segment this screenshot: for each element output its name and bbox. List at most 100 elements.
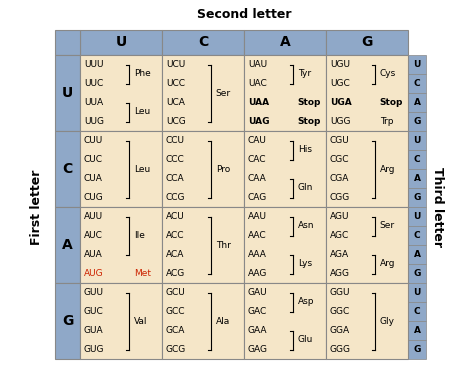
Bar	[408, 302, 426, 321]
Text: GUA: GUA	[84, 326, 104, 335]
Bar	[408, 55, 426, 74]
Text: CCC: CCC	[166, 155, 185, 164]
Text: G: G	[62, 314, 73, 328]
Text: UUA: UUA	[84, 98, 103, 107]
Bar	[408, 150, 426, 169]
Bar	[408, 74, 426, 93]
Text: Val: Val	[134, 316, 147, 325]
Text: CCG: CCG	[166, 193, 185, 202]
Bar	[408, 207, 426, 226]
Text: A: A	[414, 98, 420, 107]
Text: UAU: UAU	[248, 60, 267, 69]
Text: AAA: AAA	[248, 250, 267, 259]
Text: AAC: AAC	[248, 231, 266, 240]
Text: Leu: Leu	[134, 107, 150, 117]
Text: GCU: GCU	[166, 288, 186, 297]
Text: GGU: GGU	[330, 288, 351, 297]
Bar	[55, 30, 80, 55]
Text: CGU: CGU	[330, 136, 350, 145]
Text: UCU: UCU	[166, 60, 185, 69]
Text: UUG: UUG	[84, 117, 104, 126]
Text: GCA: GCA	[166, 326, 185, 335]
Text: His: His	[297, 146, 312, 154]
Text: UGU: UGU	[330, 60, 350, 69]
Text: AUC: AUC	[84, 231, 103, 240]
Text: A: A	[414, 326, 420, 335]
Text: C: C	[414, 79, 420, 88]
Text: AGC: AGC	[330, 231, 349, 240]
Bar	[408, 226, 426, 245]
Text: G: G	[413, 193, 421, 202]
Text: CGA: CGA	[330, 174, 349, 183]
Bar	[408, 245, 426, 264]
Text: CAC: CAC	[248, 155, 266, 164]
Bar	[80, 131, 162, 207]
Text: GCG: GCG	[166, 345, 186, 354]
Text: CUG: CUG	[84, 193, 104, 202]
Bar	[55, 131, 80, 207]
Text: A: A	[414, 250, 420, 259]
Text: GUG: GUG	[84, 345, 104, 354]
Text: Gln: Gln	[297, 184, 313, 192]
Text: Asp: Asp	[297, 298, 314, 306]
Text: G: G	[413, 345, 421, 354]
Text: Gly: Gly	[380, 316, 395, 325]
Text: UGC: UGC	[330, 79, 350, 88]
Text: UUU: UUU	[84, 60, 104, 69]
Text: AAU: AAU	[248, 212, 267, 221]
Text: Thr: Thr	[216, 241, 230, 249]
Text: ACG: ACG	[166, 269, 185, 278]
Text: GGA: GGA	[330, 326, 350, 335]
Text: Third letter: Third letter	[432, 167, 445, 247]
Text: Asn: Asn	[297, 221, 314, 231]
Text: GAC: GAC	[248, 307, 267, 316]
Bar	[326, 207, 408, 283]
Text: A: A	[279, 35, 290, 50]
Text: GAA: GAA	[248, 326, 267, 335]
Text: GGC: GGC	[330, 307, 350, 316]
Bar	[408, 340, 426, 359]
Bar	[408, 264, 426, 283]
Text: Phe: Phe	[134, 70, 150, 79]
Bar	[162, 283, 244, 359]
Bar	[408, 283, 426, 302]
Bar	[244, 283, 326, 359]
Bar	[326, 55, 408, 131]
Text: A: A	[414, 174, 420, 183]
Text: CUU: CUU	[84, 136, 103, 145]
Text: G: G	[413, 269, 421, 278]
Text: GAU: GAU	[248, 288, 268, 297]
Text: CUA: CUA	[84, 174, 103, 183]
Text: Met: Met	[134, 269, 151, 278]
Text: AUU: AUU	[84, 212, 103, 221]
Text: G: G	[361, 35, 373, 50]
Text: AGG: AGG	[330, 269, 350, 278]
Bar	[55, 283, 80, 359]
Bar	[244, 30, 326, 55]
Bar	[80, 283, 162, 359]
Text: U: U	[413, 288, 421, 297]
Text: AAG: AAG	[248, 269, 267, 278]
Text: First letter: First letter	[31, 169, 44, 245]
Text: Lys: Lys	[297, 259, 312, 268]
Text: AUA: AUA	[84, 250, 103, 259]
Text: GAG: GAG	[248, 345, 268, 354]
Text: Stop: Stop	[297, 117, 321, 126]
Text: Ala: Ala	[216, 316, 230, 325]
Text: G: G	[413, 117, 421, 126]
Text: U: U	[115, 35, 126, 50]
Text: ACC: ACC	[166, 231, 184, 240]
Bar	[408, 131, 426, 150]
Bar	[326, 30, 408, 55]
Bar	[408, 93, 426, 112]
Text: UCA: UCA	[166, 98, 185, 107]
Text: CAU: CAU	[248, 136, 267, 145]
Text: Tyr: Tyr	[297, 70, 311, 79]
Text: Second letter: Second letter	[197, 8, 291, 22]
Bar	[408, 112, 426, 131]
Text: UCG: UCG	[166, 117, 186, 126]
Text: Pro: Pro	[216, 164, 230, 174]
Text: C: C	[414, 155, 420, 164]
Text: Ser: Ser	[216, 89, 231, 97]
Text: CCU: CCU	[166, 136, 185, 145]
